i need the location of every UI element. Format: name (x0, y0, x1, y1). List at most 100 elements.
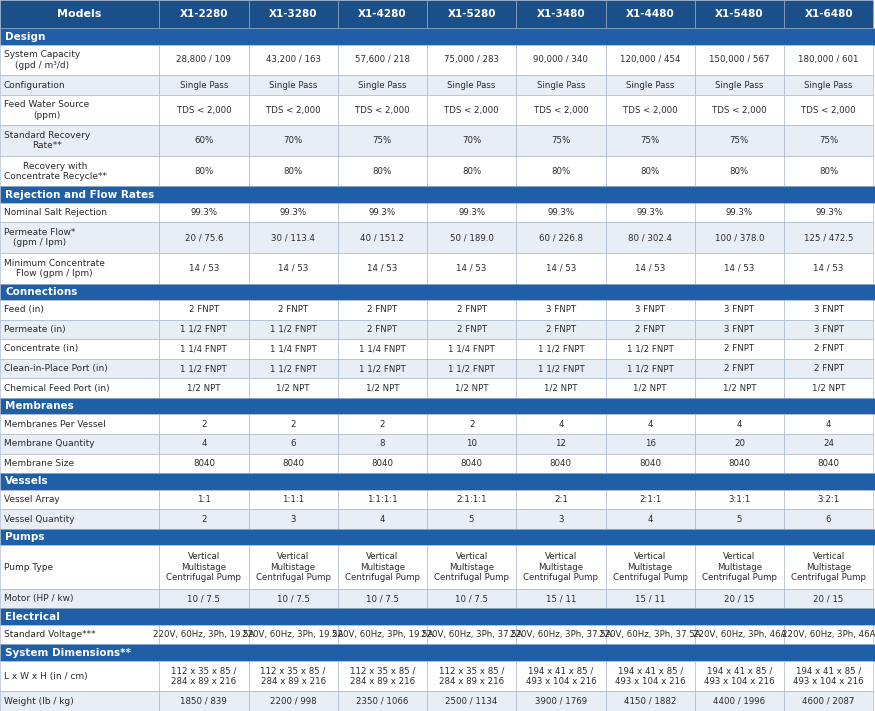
Text: 43,200 / 163: 43,200 / 163 (266, 55, 320, 65)
Text: 3: 3 (558, 515, 564, 523)
Text: 12: 12 (556, 439, 566, 449)
Text: Membranes Per Vessel: Membranes Per Vessel (4, 419, 106, 429)
Bar (606, 45, 695, 75)
Bar (248, 661, 338, 691)
Text: Motor (HP / kw): Motor (HP / kw) (4, 594, 74, 603)
Bar (248, 75, 338, 95)
Text: 1 1/2 FNPT: 1 1/2 FNPT (537, 344, 584, 353)
Text: Membrane Quantity: Membrane Quantity (4, 439, 94, 449)
Text: 1:1:1: 1:1:1 (282, 495, 304, 504)
Bar (606, 625, 695, 644)
Bar (784, 625, 873, 644)
Text: 80%: 80% (819, 166, 838, 176)
Bar (427, 253, 516, 284)
Bar (248, 359, 338, 378)
Bar (784, 691, 873, 711)
Text: 2: 2 (290, 419, 296, 429)
Text: 2: 2 (201, 419, 206, 429)
Bar (338, 454, 427, 474)
Text: X1-4480: X1-4480 (626, 9, 675, 19)
Text: 14 / 53: 14 / 53 (457, 264, 486, 273)
Text: 4150 / 1882: 4150 / 1882 (624, 697, 676, 706)
Text: Concentrate (in): Concentrate (in) (4, 344, 78, 353)
Bar (338, 661, 427, 691)
Bar (427, 45, 516, 75)
Text: 1 1/2 FNPT: 1 1/2 FNPT (448, 364, 495, 373)
Text: 1/2 NPT: 1/2 NPT (455, 384, 488, 392)
Text: 1:1:1:1: 1:1:1:1 (368, 495, 397, 504)
Bar (0, 474, 875, 490)
Bar (427, 490, 516, 509)
Text: 10: 10 (466, 439, 477, 449)
Bar (516, 223, 606, 253)
Text: 8040: 8040 (817, 459, 840, 468)
Text: Single Pass: Single Pass (447, 80, 496, 90)
Text: Rejection and Flow Rates: Rejection and Flow Rates (5, 190, 154, 200)
Text: 2 FNPT: 2 FNPT (635, 325, 665, 334)
Bar (0, 529, 875, 545)
Text: Permeate Flow*
(gpm / lpm): Permeate Flow* (gpm / lpm) (4, 228, 75, 247)
Text: 8040: 8040 (371, 459, 394, 468)
Bar (606, 454, 695, 474)
Text: 99.3%: 99.3% (458, 208, 485, 217)
Bar (516, 339, 606, 359)
Text: 3: 3 (290, 515, 296, 523)
Bar (606, 661, 695, 691)
Bar (695, 253, 784, 284)
Text: X1-3480: X1-3480 (536, 9, 585, 19)
Bar (784, 300, 873, 319)
Bar (0, 661, 159, 691)
Text: 99.3%: 99.3% (637, 208, 664, 217)
Bar (159, 509, 248, 529)
Bar (516, 45, 606, 75)
Text: 14 / 53: 14 / 53 (635, 264, 665, 273)
Bar (0, 95, 159, 125)
Bar (0, 253, 159, 284)
Bar (338, 415, 427, 434)
Bar (606, 156, 695, 186)
Text: 4: 4 (826, 419, 831, 429)
Bar (784, 661, 873, 691)
Bar (159, 545, 248, 589)
Bar (784, 378, 873, 398)
Text: Permeate (in): Permeate (in) (4, 325, 66, 334)
Bar (516, 0, 606, 28)
Text: Vertical
Multistage
Centrifugal Pump: Vertical Multistage Centrifugal Pump (255, 552, 331, 582)
Bar (248, 625, 338, 644)
Text: X1-5280: X1-5280 (447, 9, 496, 19)
Bar (606, 75, 695, 95)
Text: 99.3%: 99.3% (191, 208, 218, 217)
Text: 8: 8 (380, 439, 385, 449)
Text: 75%: 75% (373, 137, 392, 145)
Text: Vertical
Multistage
Centrifugal Pump: Vertical Multistage Centrifugal Pump (612, 552, 688, 582)
Text: 3 FNPT: 3 FNPT (814, 325, 843, 334)
Text: 30 / 113.4: 30 / 113.4 (271, 233, 315, 242)
Text: 1850 / 839: 1850 / 839 (180, 697, 228, 706)
Bar (0, 223, 159, 253)
Bar (0, 125, 159, 156)
Bar (159, 203, 248, 223)
Bar (695, 490, 784, 509)
Bar (695, 378, 784, 398)
Bar (784, 490, 873, 509)
Text: 75%: 75% (730, 137, 749, 145)
Bar (695, 625, 784, 644)
Text: Membranes: Membranes (5, 401, 74, 411)
Text: 16: 16 (645, 439, 655, 449)
Bar (0, 284, 875, 300)
Text: 4400 / 1996: 4400 / 1996 (713, 697, 766, 706)
Text: Electrical: Electrical (5, 611, 60, 621)
Bar (695, 125, 784, 156)
Bar (427, 75, 516, 95)
Text: 14 / 53: 14 / 53 (189, 264, 219, 273)
Text: 80%: 80% (730, 166, 749, 176)
Text: X1-4280: X1-4280 (358, 9, 407, 19)
Text: Vertical
Multistage
Centrifugal Pump: Vertical Multistage Centrifugal Pump (702, 552, 777, 582)
Text: 2 FNPT: 2 FNPT (457, 325, 486, 334)
Text: 1 1/2 FNPT: 1 1/2 FNPT (270, 325, 317, 334)
Bar (338, 300, 427, 319)
Bar (695, 691, 784, 711)
Text: 5: 5 (469, 515, 474, 523)
Text: Single Pass: Single Pass (626, 80, 675, 90)
Bar (784, 415, 873, 434)
